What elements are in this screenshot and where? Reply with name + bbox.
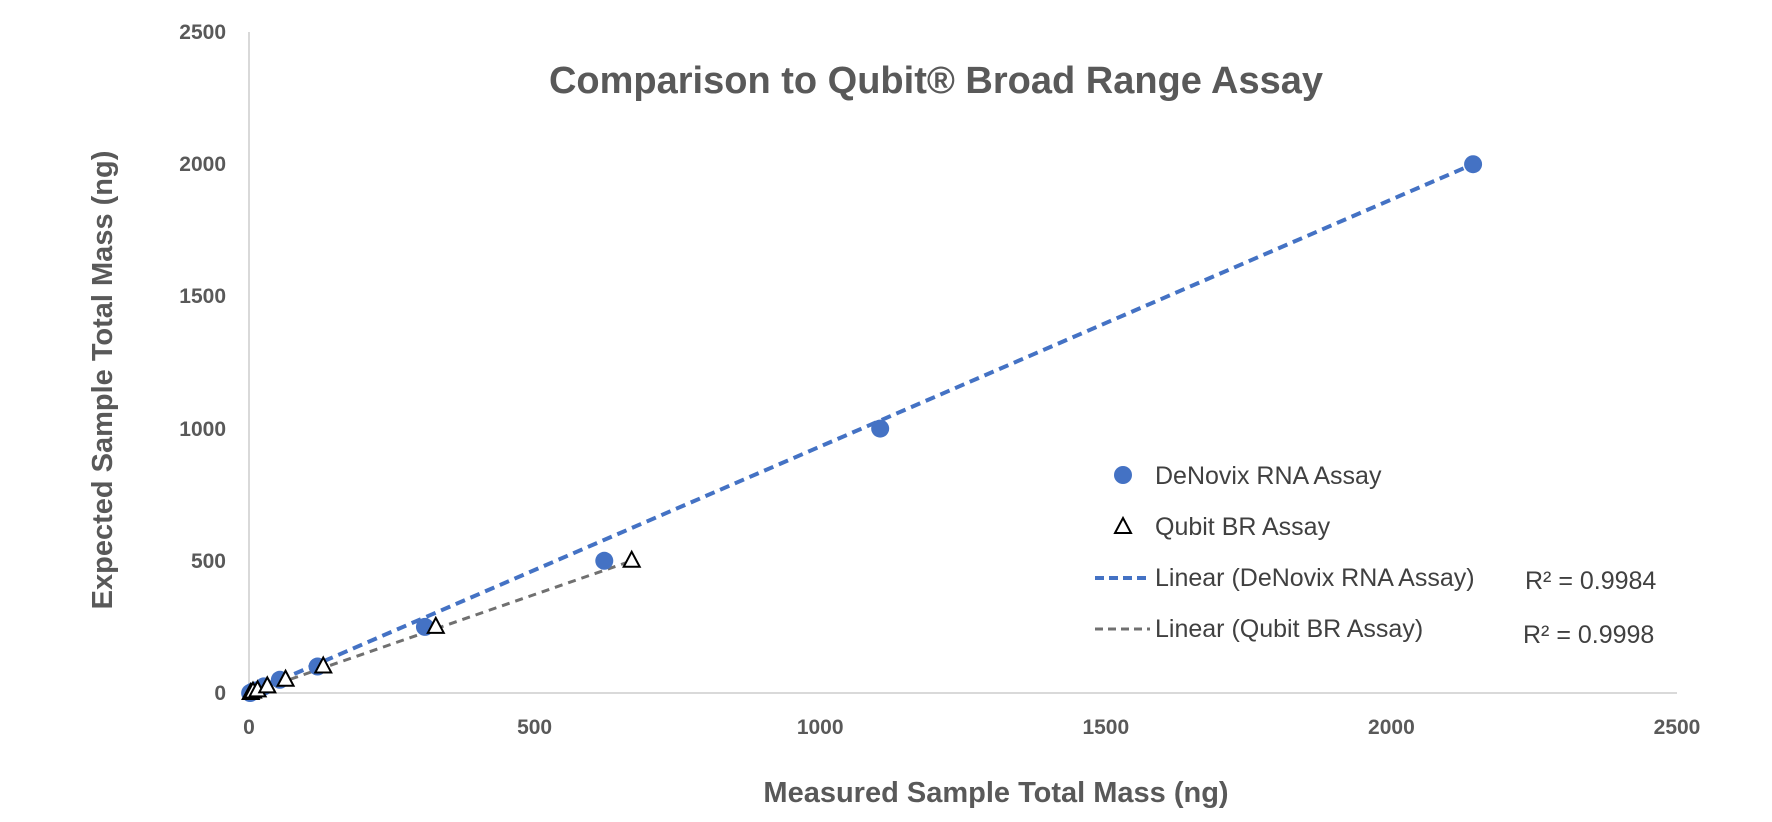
y-axis-title: Expected Sample Total Mass (ng) — [87, 151, 119, 610]
qubit-data-point — [275, 668, 296, 687]
y-tick-label: 500 — [191, 550, 226, 573]
denovix-data-point — [595, 551, 614, 570]
qubit-data-point — [257, 675, 277, 694]
r-squared-label: R² = 0.9984 — [1525, 567, 1656, 595]
y-tick-label: 0 — [214, 682, 226, 705]
legend-label: Linear (DeNovix RNA Assay) — [1155, 564, 1475, 592]
denovix-data-point — [871, 419, 890, 438]
y-tick-labels: 0 500 1000 1500 2000 2500 — [179, 21, 226, 705]
x-axis-title: Measured Sample Total Mass (ng) — [763, 777, 1228, 809]
chart-title: Comparison to Qubit® Broad Range Assay — [549, 60, 1323, 102]
qubit-data-point — [426, 615, 446, 634]
plot-axes — [248, 32, 1677, 694]
x-tick-label: 1500 — [1082, 716, 1129, 739]
y-tick-label: 1500 — [179, 285, 226, 308]
legend-label: Qubit BR Assay — [1155, 513, 1331, 541]
x-tick-labels: 0 500 1000 1500 2000 2500 — [243, 716, 1700, 739]
x-tick-label: 2000 — [1368, 716, 1415, 739]
data-markers — [241, 155, 1483, 702]
y-tick-label: 2500 — [179, 21, 226, 44]
r-squared-label: R² = 0.9998 — [1523, 621, 1654, 649]
legend-label: DeNovix RNA Assay — [1155, 462, 1382, 490]
y-tick-label: 1000 — [179, 418, 226, 441]
legend-triangle-marker — [1113, 515, 1133, 534]
y-tick-label: 2000 — [179, 153, 226, 176]
x-tick-label: 0 — [243, 716, 255, 739]
trendline-denovix — [249, 162, 1474, 695]
x-tick-label: 2500 — [1654, 716, 1701, 739]
trendlines — [249, 162, 1474, 695]
qubit-data-point — [622, 549, 642, 568]
legend-label: Linear (Qubit BR Assay) — [1155, 615, 1423, 643]
denovix-data-point — [1464, 155, 1483, 174]
legend: DeNovix RNA Assay Qubit BR Assay Linear … — [1095, 462, 1656, 649]
qubit-data-point — [313, 655, 333, 674]
x-tick-label: 500 — [517, 716, 552, 739]
x-tick-label: 1000 — [797, 716, 844, 739]
legend-circle-marker — [1114, 466, 1132, 484]
